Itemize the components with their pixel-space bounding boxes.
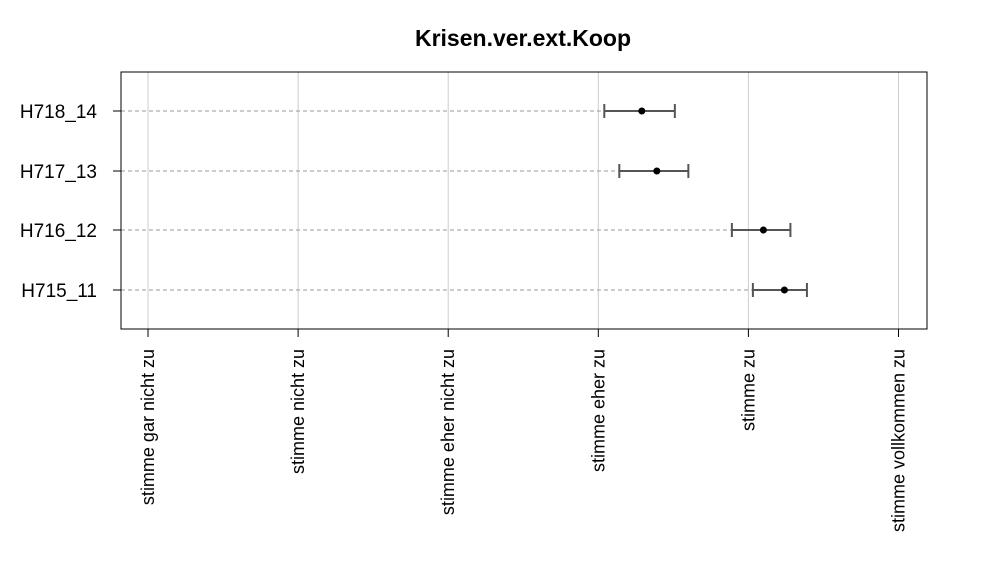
x-tick-label: stimme eher zu (588, 349, 608, 472)
x-tick-label: stimme vollkommen zu (888, 349, 908, 532)
grid-lines (147, 72, 899, 329)
chart-title: Krisen.ver.ext.Koop (415, 25, 631, 51)
x-tick-labels: stimme gar nicht zu stimme nicht zu stimme… (138, 349, 908, 532)
x-tick-label: stimme eher nicht zu (438, 349, 458, 515)
mean-point (653, 167, 661, 175)
y-tick-label: H715_11 (21, 281, 97, 302)
y-tick-label: H718_14 (20, 102, 98, 123)
x-tick-label: stimme zu (738, 349, 758, 431)
plot-frame (120, 71, 928, 330)
y-tick-labels: H718_14 H717_13 H716_12 H715_11 (20, 102, 121, 302)
mean-points (638, 107, 788, 294)
y-tick-label: H717_13 (20, 162, 97, 183)
mean-point (759, 226, 767, 234)
x-tick-label: stimme gar nicht zu (138, 349, 158, 505)
y-tick-label: H716_12 (20, 221, 97, 242)
row-guide-lines (121, 110, 753, 291)
error-bars (603, 104, 808, 297)
x-tick-label: stimme nicht zu (288, 349, 308, 474)
x-ticks (147, 329, 899, 337)
mean-point (638, 107, 646, 115)
mean-point (780, 286, 788, 294)
